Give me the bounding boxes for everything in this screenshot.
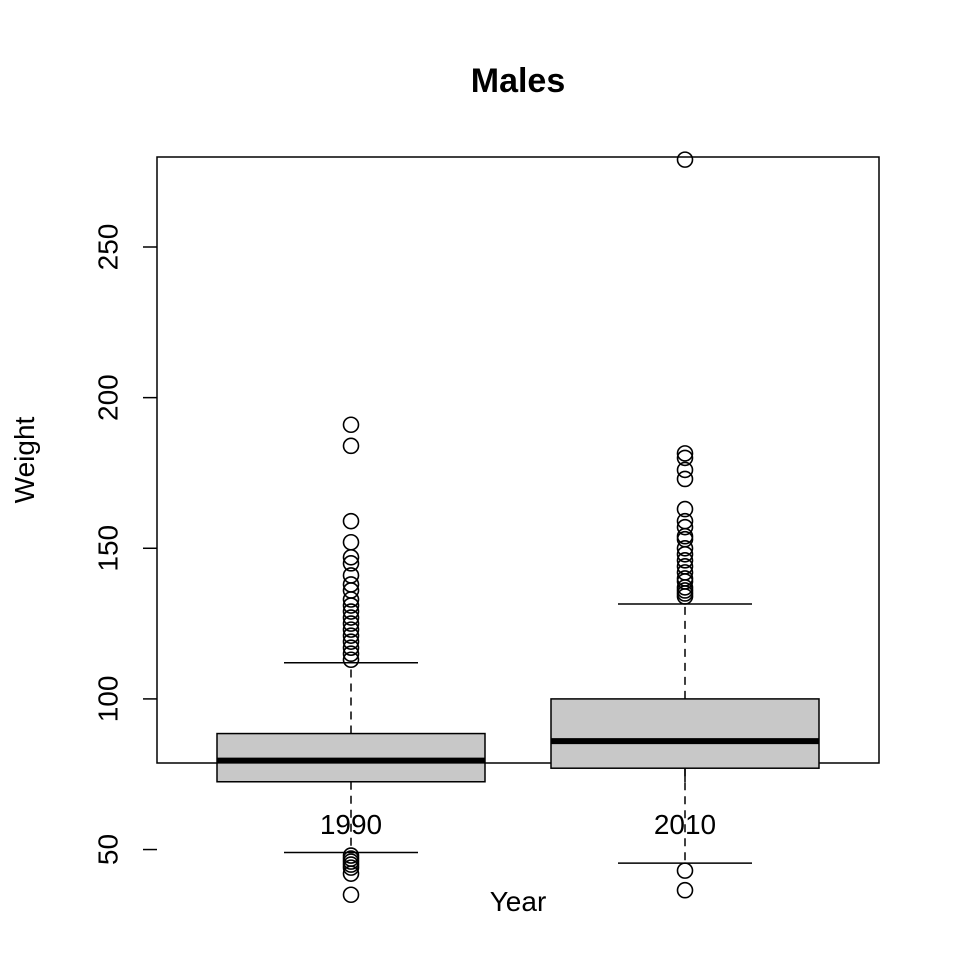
outlier-point	[676, 470, 694, 488]
y-axis: 50 100 150 200 250	[93, 224, 157, 865]
outlier-point	[342, 603, 360, 620]
y-tick-label: 250	[93, 224, 124, 271]
outlier-point	[676, 500, 694, 518]
outlier-point	[342, 512, 360, 530]
outlier-point	[676, 539, 694, 557]
outlier-point	[342, 597, 360, 614]
outlier-point	[676, 151, 694, 168]
y-axis-label: Weight	[9, 416, 40, 503]
box-2010	[550, 151, 820, 899]
outlier-point	[342, 639, 360, 656]
outlier-point	[676, 588, 694, 605]
outlier-point	[676, 518, 694, 536]
outlier-point	[342, 615, 360, 632]
y-tick-label: 150	[93, 525, 124, 572]
outlier-point	[676, 881, 694, 899]
box-iqr	[216, 732, 486, 783]
y-tick-label: 200	[93, 374, 124, 421]
outlier-point	[676, 545, 694, 563]
outlier-point	[676, 862, 694, 879]
outlier-point	[342, 645, 360, 663]
y-tick-label: 50	[93, 834, 124, 865]
outlier-point	[342, 886, 360, 904]
chart-title: Males	[471, 62, 566, 100]
outlier-point	[342, 627, 360, 644]
outlier-point	[342, 609, 360, 626]
y-tick-label: 100	[93, 676, 124, 723]
outlier-point	[342, 416, 360, 434]
outlier-point	[342, 533, 360, 551]
outlier-point	[342, 555, 360, 572]
outlier-point	[342, 437, 360, 455]
plot-frame	[156, 156, 880, 764]
box-1990	[216, 416, 486, 904]
box-iqr	[550, 698, 820, 769]
outlier-point	[342, 859, 360, 876]
outlier-point	[342, 621, 360, 638]
outlier-point	[342, 865, 360, 882]
outlier-point	[342, 591, 360, 608]
outlier-point	[676, 449, 694, 467]
outlier-point	[342, 633, 360, 650]
outlier-point	[676, 445, 694, 462]
outlier-point	[676, 461, 694, 479]
x-axis-label: Year	[490, 886, 547, 917]
outlier-point	[676, 552, 694, 569]
box-group	[216, 151, 820, 904]
outlier-point	[342, 651, 360, 669]
outlier-point	[342, 549, 360, 566]
